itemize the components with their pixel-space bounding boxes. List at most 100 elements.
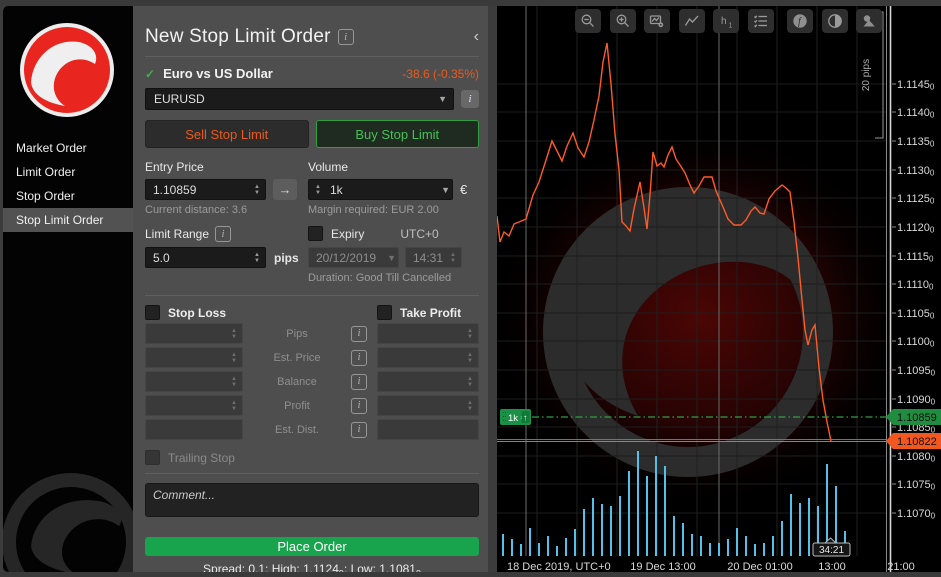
row-info-icon[interactable]: i: [351, 349, 367, 366]
tick-volume-bar: [664, 466, 666, 556]
take-profit-balance-input: ▲ ▼: [377, 371, 479, 392]
spread-high-low-summary: Spread: 0.1; High: 1.11249; Low: 1.10819: [203, 562, 421, 572]
row-info-icon[interactable]: i: [351, 325, 367, 342]
stepper-up-icon[interactable]: ▲: [254, 183, 260, 190]
tick-volume-bar: [718, 543, 720, 556]
entry-price-stepper[interactable]: ▲ ▼: [251, 184, 263, 196]
price-axis-label: 1.11050: [897, 308, 935, 321]
price-axis-label: 1.11450: [897, 79, 935, 92]
sidebar-item-stop-limit-order[interactable]: Stop Limit Order: [3, 208, 133, 232]
collapse-panel-icon[interactable]: ‹: [473, 28, 479, 45]
stepper-up-icon[interactable]: ▲: [254, 251, 260, 258]
sentiment-button[interactable]: [821, 9, 848, 33]
order-type-sidebar: Market Order Limit Order Stop Order Stop Li…: [3, 6, 133, 572]
volume-stepper[interactable]: ▲ ▼: [312, 184, 324, 196]
price-axis-label: 1.10750: [897, 479, 936, 492]
expiry-date-select: 20/12/2019 ▼: [308, 247, 399, 268]
svg-text:h: h: [721, 16, 727, 27]
chevron-down-icon: ▼: [387, 252, 396, 263]
tick-volume-bar: [772, 536, 774, 556]
order-volume-tag[interactable]: 1k €↑: [500, 409, 531, 425]
take-profit-checkbox[interactable]: [377, 305, 392, 320]
svg-text:34:21: 34:21: [819, 545, 844, 556]
svg-text:1.10822: 1.10822: [897, 436, 937, 448]
tick-volume-bar: [619, 496, 621, 556]
stop-loss-checkbox[interactable]: [145, 305, 160, 320]
page-title: New Stop Limit Order: [145, 26, 331, 47]
order-menu: Market Order Limit Order Stop Order Stop Li…: [3, 136, 133, 232]
price-axis-label: 1.11300: [897, 165, 935, 178]
sidebar-item-limit-order[interactable]: Limit Order: [16, 165, 76, 179]
stepper: ▲ ▼: [467, 375, 473, 388]
bar-countdown-bubble: 34:21: [812, 537, 851, 557]
stepper-down-icon[interactable]: ▼: [254, 257, 260, 264]
stepper-up-icon[interactable]: ▲: [315, 183, 321, 190]
price-axis-label: 1.10950: [897, 365, 936, 378]
limit-range-stepper[interactable]: ▲ ▼: [251, 252, 263, 264]
chart-settings-button[interactable]: [644, 9, 670, 33]
buy-stop-limit-button[interactable]: Buy Stop Limit: [315, 120, 479, 148]
limit-range-input[interactable]: 5.0 ▲ ▼: [145, 247, 266, 268]
chevron-down-icon: ▼: [438, 94, 447, 104]
stepper-down-icon[interactable]: ▼: [315, 189, 321, 196]
svg-text:1k €: 1k €: [508, 413, 527, 424]
stop-loss-est-price-input: ▲ ▼: [145, 347, 243, 368]
tick-volume-bar: [583, 509, 585, 556]
symbol-select[interactable]: EURUSD ▼: [145, 88, 454, 110]
tick-volume-bar: [736, 528, 738, 556]
zoom-out-button[interactable]: [575, 9, 601, 33]
indicators-button[interactable]: f: [787, 9, 813, 33]
zoom-in-button[interactable]: [609, 9, 636, 33]
tick-volume-bar: [592, 498, 594, 556]
limit-range-label: Limit Range: [145, 227, 210, 241]
tick-volume-bar: [781, 521, 783, 556]
tick-volume-bar: [547, 536, 549, 556]
price-axis-label: 1.10900: [897, 394, 936, 407]
stepper: ▲ ▼: [467, 351, 473, 364]
stepper: ▲ ▼: [231, 375, 237, 388]
stepper-down-icon[interactable]: ▼: [254, 189, 260, 196]
window-bottom-strip: [0, 572, 941, 577]
stop-loss-pips-input: ▲ ▼: [145, 323, 243, 344]
tick-volume-bar: [520, 544, 522, 556]
title-info-icon[interactable]: i: [337, 29, 354, 45]
volume-select[interactable]: ▲ ▼ 1k ▼: [308, 179, 453, 200]
objects-list-button[interactable]: [747, 9, 774, 33]
price-axis-label: 1.11350: [897, 136, 935, 149]
tick-volume-bar: [826, 464, 828, 556]
tick-volume-bar: [610, 506, 612, 556]
limit-range-info-icon[interactable]: i: [215, 226, 232, 242]
symbol-change: -38.6 (-0.35%): [402, 66, 479, 81]
place-order-button[interactable]: Place Order: [145, 537, 479, 556]
symbol-info-button[interactable]: i: [461, 90, 479, 108]
time-axis-label: 18 Dec 2019, UTC+0: [507, 561, 611, 572]
tick-volume-bar: [691, 534, 693, 556]
sidebar-item-market-order[interactable]: Market Order: [16, 141, 87, 155]
expiry-checkbox[interactable]: [308, 226, 323, 241]
row-info-icon[interactable]: i: [351, 421, 367, 438]
sell-stop-limit-button[interactable]: Sell Stop Limit: [145, 120, 309, 148]
row-info-icon[interactable]: i: [351, 397, 367, 414]
sync-price-button[interactable]: →: [273, 179, 297, 200]
time-axis-label: 20 Dec 01:00: [727, 561, 792, 572]
tick-volume-bar: [808, 498, 810, 556]
sidebar-item-stop-order[interactable]: Stop Order: [16, 189, 75, 203]
tick-volume-bar: [655, 456, 657, 556]
check-icon: ✓: [145, 66, 156, 81]
trailing-stop-checkbox: [145, 450, 160, 465]
time-axis-label: 19 Dec 13:00: [630, 561, 695, 572]
entry-price-input[interactable]: 1.10859 ▲ ▼: [145, 179, 266, 200]
price-axis-label: 1.11150: [897, 251, 934, 264]
plot-area: 1k €↑: [497, 6, 886, 556]
analysis-button[interactable]: [856, 9, 882, 33]
sidebar-watermark-logo: [3, 473, 133, 572]
comment-input[interactable]: [145, 483, 479, 517]
tick-volume-bar: [646, 476, 648, 556]
price-line: [497, 42, 832, 442]
tick-volume-bar: [601, 504, 603, 556]
row-info-icon[interactable]: i: [351, 373, 367, 390]
chart-type-button[interactable]: [678, 9, 705, 33]
price-chart[interactable]: 1k €↑ 20 pips 1.11450 1.11400 1.11350 1.11300…: [497, 6, 941, 572]
